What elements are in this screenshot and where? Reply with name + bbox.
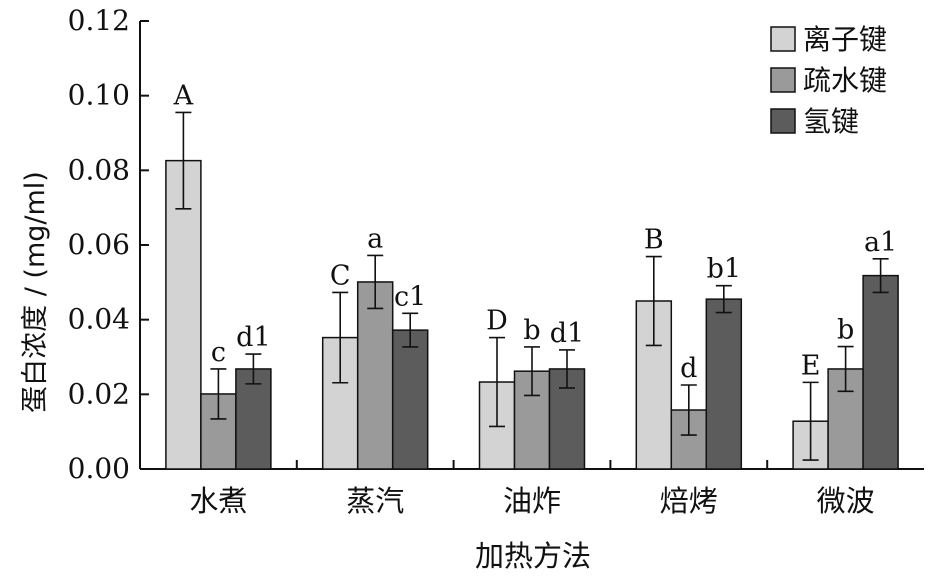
bar xyxy=(235,368,272,470)
x-tick-label: 水煮 xyxy=(189,484,247,518)
significance-label: a xyxy=(367,223,383,254)
significance-label: A xyxy=(173,80,194,111)
significance-label: b xyxy=(837,315,854,346)
x-tick-label: 油炸 xyxy=(503,484,561,518)
legend-swatch xyxy=(770,26,796,52)
bar xyxy=(356,281,394,470)
bar xyxy=(862,274,899,470)
legend-swatch xyxy=(770,108,796,134)
y-tick-label: 0.10 xyxy=(68,79,130,112)
y-tick-label: 0.06 xyxy=(68,228,130,261)
x-tick-label: 焙烤 xyxy=(660,484,718,518)
significance-label: E xyxy=(801,350,821,381)
legend-label: 氢键 xyxy=(803,105,859,138)
significance-label: d1 xyxy=(236,322,270,353)
axes: 0.00 0.02 0.04 0.06 0.08 0.10 0.12 水煮 蒸汽 油炸 焙烤 微波 xyxy=(68,4,924,518)
y-tick-label: 0.02 xyxy=(68,377,130,410)
y-tick-label: 0.04 xyxy=(68,303,130,336)
x-axis-title: 加热方法 xyxy=(475,539,591,573)
significance-label: c xyxy=(211,337,226,368)
significance-label: C xyxy=(330,260,351,291)
legend-label: 疏水键 xyxy=(803,64,887,97)
y-tick-label: 0.08 xyxy=(68,153,130,186)
legend-swatch xyxy=(770,67,796,93)
legend-label: 离子键 xyxy=(803,23,887,56)
bar xyxy=(705,298,743,470)
significance-label: b xyxy=(523,315,540,346)
x-tick-label: 蒸汽 xyxy=(346,484,404,518)
y-axis-title: 蛋白浓度 / (mg/ml) xyxy=(20,171,51,413)
significance-label: D xyxy=(486,306,508,337)
error-bars xyxy=(175,111,889,461)
significance-label: d1 xyxy=(550,318,584,349)
significance-label: c1 xyxy=(394,281,426,312)
significance-label: B xyxy=(644,225,664,256)
significance-label: d xyxy=(680,353,697,384)
bar xyxy=(391,329,429,470)
significance-labels: Ac d1 Ca c1 D b d1 Bd b1 Eb a1 xyxy=(173,80,898,384)
y-tick-label: 0.12 xyxy=(68,4,130,37)
significance-label: a1 xyxy=(864,227,897,258)
x-tick-label: 微波 xyxy=(817,484,875,518)
y-tick-label: 0.00 xyxy=(68,452,130,485)
bar xyxy=(165,159,202,470)
significance-label: b1 xyxy=(707,254,741,285)
